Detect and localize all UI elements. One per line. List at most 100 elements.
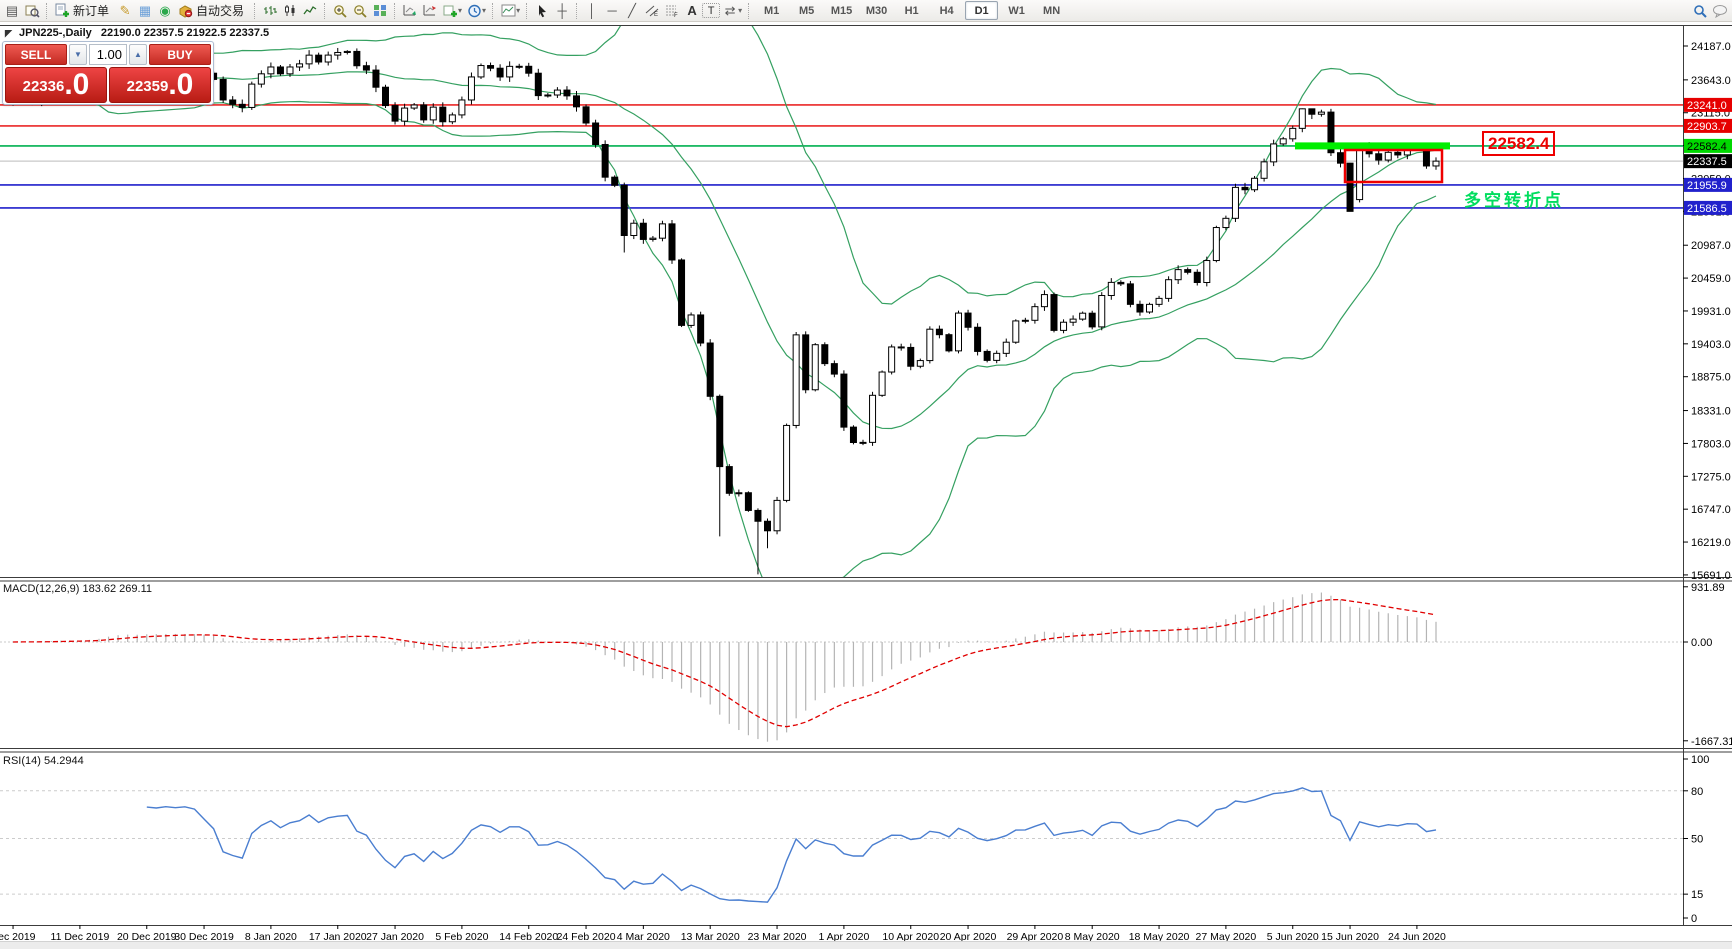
arrows-caret[interactable]: ▾	[738, 6, 743, 15]
svg-text:20459.0: 20459.0	[1691, 273, 1731, 285]
toolbar-separator	[526, 2, 528, 19]
periods-caret[interactable]: ▾	[482, 6, 487, 15]
svg-text:29 Apr 2020: 29 Apr 2020	[1007, 931, 1064, 943]
volume-increase-button[interactable]: ▲	[129, 44, 147, 65]
volume-input[interactable]	[89, 44, 127, 65]
add-indicator-icon[interactable]	[440, 2, 460, 20]
svg-text:19931.0: 19931.0	[1691, 306, 1731, 318]
collapse-panel-icon[interactable]: ◤	[5, 28, 12, 38]
label-tool-icon[interactable]: T	[702, 3, 721, 18]
toolbar-separator	[254, 2, 256, 19]
chart-shift-icon[interactable]	[420, 2, 440, 20]
line-chart-icon[interactable]	[300, 2, 320, 20]
chat-icon[interactable]	[1710, 2, 1730, 20]
svg-text:20987.0: 20987.0	[1691, 240, 1731, 252]
svg-text:14 Feb 2020: 14 Feb 2020	[499, 931, 558, 943]
autoscroll-icon[interactable]	[400, 2, 420, 20]
autotrading-label[interactable]: 自动交易	[196, 4, 245, 18]
timeframe-button-h1[interactable]: H1	[904, 4, 919, 17]
svg-text:20 Apr 2020: 20 Apr 2020	[940, 931, 997, 943]
svg-text:F: F	[674, 13, 678, 17]
bar-chart-icon[interactable]	[260, 2, 280, 20]
svg-text:16747.0: 16747.0	[1691, 504, 1731, 516]
periods-clock-icon[interactable]	[464, 2, 484, 20]
one-click-trading-panel: SELL ▼ ▲ BUY 22336.0 22359.0	[2, 41, 214, 105]
svg-text:22903.7: 22903.7	[1687, 121, 1727, 133]
price-level-callout[interactable]: 22582.4	[1482, 131, 1556, 156]
svg-text:0.00: 0.00	[1691, 637, 1712, 649]
panel-borders	[0, 25, 1732, 926]
price-badge-21586.5	[1684, 200, 1732, 215]
macd-label: MACD(12,26,9) 183.62 269.11	[3, 583, 153, 595]
horizontal-line-icon[interactable]: ─	[607, 3, 617, 18]
rsi-axis: 100 80 50 15 0	[1683, 754, 1709, 925]
timeframe-button-mn[interactable]: MN	[1043, 4, 1061, 17]
svg-text:8 May 2020: 8 May 2020	[1065, 931, 1120, 943]
trendline-icon[interactable]: ╱	[628, 2, 636, 18]
svg-text:4 Mar 2020: 4 Mar 2020	[617, 931, 670, 943]
workspace-icon[interactable]: ▤	[5, 2, 19, 18]
sell-button[interactable]: SELL	[5, 44, 67, 65]
macd-signal-line	[12, 598, 1437, 728]
signals-icon[interactable]: ◉	[159, 2, 171, 18]
svg-text:100: 100	[1691, 754, 1709, 766]
consolidation-rectangle[interactable]	[1343, 148, 1444, 184]
svg-text:19403.0: 19403.0	[1691, 339, 1731, 351]
vertical-line-icon[interactable]: │	[588, 3, 597, 18]
support-zone-bar[interactable]	[1295, 142, 1450, 150]
data-window-icon[interactable]	[22, 2, 42, 20]
svg-text:23241.0: 23241.0	[1687, 100, 1727, 112]
svg-text:27 May 2020: 27 May 2020	[1196, 931, 1257, 943]
price-axis[interactable]: 24187.023643.023115.022587.022059.021531…	[1683, 41, 1732, 582]
main-toolbar: ▤ 新订单 ✎ ▦ ◉ 自动交易 ▾ ▾	[0, 0, 1732, 22]
autotrading-icon[interactable]	[175, 2, 195, 20]
volume-decrease-button[interactable]: ▼	[69, 44, 87, 65]
svg-text:20 Dec 2019: 20 Dec 2019	[117, 931, 177, 943]
cursor-icon[interactable]	[532, 2, 552, 20]
templates-icon[interactable]	[498, 2, 518, 20]
svg-text:15691.0: 15691.0	[1691, 570, 1731, 582]
price-badge-22903.7	[1684, 118, 1732, 133]
zoom-in-icon[interactable]	[330, 2, 350, 20]
svg-text:E: E	[654, 12, 658, 17]
timeframe-button-m1[interactable]: M1	[763, 4, 780, 17]
price-badge-21955.9	[1684, 177, 1732, 192]
tile-windows-icon[interactable]	[370, 2, 390, 20]
timeframe-button-d1[interactable]: D1	[965, 1, 999, 20]
text-tool-icon[interactable]: A	[687, 3, 697, 18]
timeframe-button-m30[interactable]: M30	[865, 4, 888, 17]
search-icon[interactable]	[1690, 2, 1710, 20]
svg-text:16219.0: 16219.0	[1691, 537, 1731, 549]
crosshair-icon[interactable]: ┼	[557, 3, 567, 18]
timeframe-button-m15[interactable]: M15	[830, 4, 853, 17]
timeframe-button-m5[interactable]: M5	[798, 4, 815, 17]
svg-text:15: 15	[1691, 889, 1703, 901]
chart-canvas: 24187.023643.023115.022587.022059.021531…	[0, 22, 1732, 948]
fibonacci-icon[interactable]: F	[662, 2, 682, 20]
price-badge-23241.0	[1684, 97, 1732, 112]
chart-title: ◤ JPN225-,Daily 22190.0 22357.5 21922.5 …	[5, 27, 269, 39]
new-order-icon[interactable]	[52, 2, 72, 20]
timeframe-button-w1[interactable]: W1	[1008, 4, 1025, 17]
toolbar-separator	[748, 2, 750, 19]
candlestick-chart-icon[interactable]	[280, 2, 300, 20]
timeframe-button-h4[interactable]: H4	[939, 4, 954, 17]
turning-point-note[interactable]: 多空转折点	[1464, 191, 1564, 210]
add-indicator-caret[interactable]: ▾	[458, 6, 463, 15]
metaeditor-icon[interactable]: ✎	[119, 2, 131, 18]
toolbar-separator	[324, 2, 326, 19]
sell-price-button[interactable]: 22336.0	[5, 67, 107, 103]
svg-text:22337.5: 22337.5	[1687, 156, 1727, 168]
zoom-out-icon[interactable]	[350, 2, 370, 20]
svg-text:8 Jan 2020: 8 Jan 2020	[245, 931, 297, 943]
toolbar-separator	[394, 2, 396, 19]
new-order-label[interactable]: 新订单	[73, 4, 110, 18]
templates-caret[interactable]: ▾	[516, 6, 521, 15]
svg-text:Dec 2019: Dec 2019	[0, 931, 36, 943]
arrows-tool-icon[interactable]: ⇄	[724, 2, 736, 18]
buy-button[interactable]: BUY	[149, 44, 211, 65]
equidistant-channel-icon[interactable]: E	[642, 2, 662, 20]
terminal-icon[interactable]: ▦	[138, 2, 152, 18]
buy-price-button[interactable]: 22359.0	[109, 67, 211, 103]
